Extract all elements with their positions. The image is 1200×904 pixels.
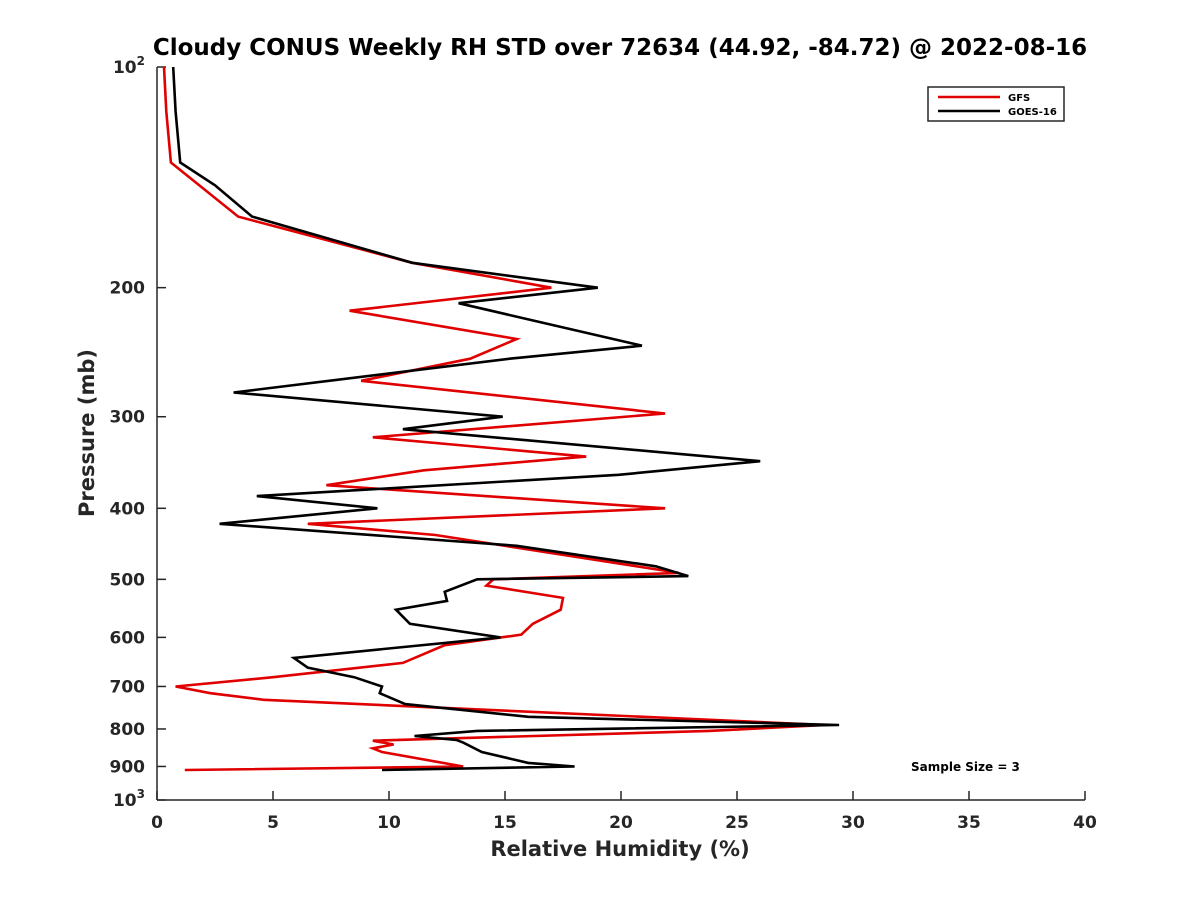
y-axis-label: Pressure (mb) — [75, 349, 99, 517]
x-tick-label: 5 — [267, 813, 279, 833]
legend-label-gfs: GFS — [1008, 93, 1030, 104]
x-tick-label: 20 — [609, 813, 633, 833]
legend-label-goes-16: GOES-16 — [1008, 107, 1057, 118]
x-tick-label: 35 — [957, 813, 981, 833]
y-tick-label: 500 — [110, 570, 146, 590]
plot-area: 0 5 10 15 20 25 30 35 40 102 200 300 400 500 600 700 800… — [110, 54, 1097, 833]
chart-title: Cloudy CONUS Weekly RH STD over 72634 (4… — [153, 35, 1087, 61]
x-tick-label: 10 — [377, 813, 401, 833]
x-tick-label: 25 — [725, 813, 749, 833]
x-tick-label: 0 — [151, 813, 163, 833]
y-tick-label: 900 — [110, 757, 146, 777]
series-line-goes-16 — [171, 66, 840, 772]
legend: GFS GOES-16 — [927, 86, 1065, 122]
y-tick-label: 300 — [110, 408, 146, 428]
y-tick-label: 700 — [110, 677, 146, 697]
x-tick-label: 30 — [841, 813, 865, 833]
y-tick-label: 800 — [110, 720, 146, 740]
x-tick-label: 15 — [493, 813, 517, 833]
sample-size-annotation: Sample Size = 3 — [911, 760, 1020, 774]
y-tick-label: 102 — [113, 54, 145, 78]
x-axis-label: Relative Humidity (%) — [490, 837, 749, 861]
x-tick-label: 40 — [1073, 813, 1097, 833]
y-tick-label: 400 — [110, 499, 146, 519]
y-tick-label: 600 — [110, 628, 146, 648]
y-tick-label: 200 — [110, 279, 146, 299]
legend-box — [927, 86, 1065, 122]
y-tick-label: 103 — [113, 787, 145, 811]
